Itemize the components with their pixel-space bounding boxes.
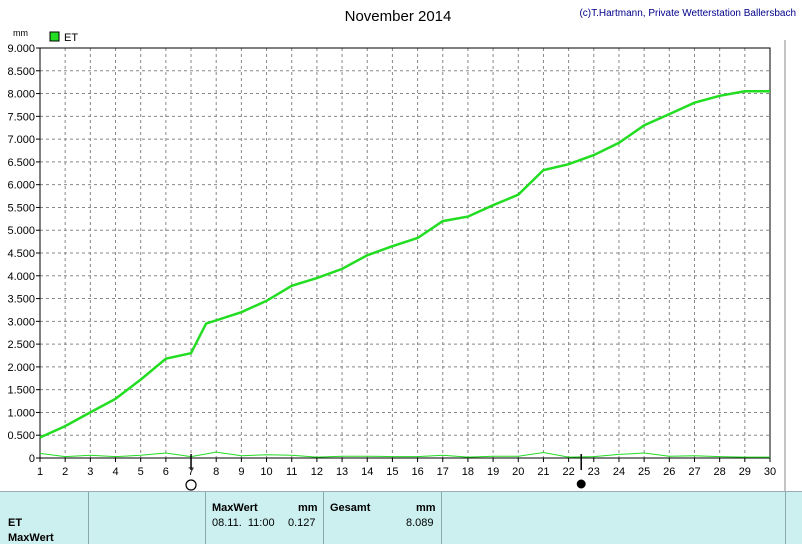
y-tick-label: 4.500 — [7, 248, 35, 260]
y-tick-label: 0 — [29, 453, 35, 465]
y-tick-label: 3.500 — [7, 294, 35, 306]
x-tick-label: 7 — [188, 466, 194, 478]
maxwert-unit: mm — [298, 502, 318, 514]
legend-label-et: ET — [64, 32, 78, 44]
y-tick-label: 5.500 — [7, 202, 35, 214]
x-tick-label: 27 — [688, 466, 700, 478]
x-tick-label: 29 — [739, 466, 751, 478]
gesamt-value: 8.089 — [406, 517, 434, 529]
y-tick-label: 9.000 — [7, 43, 35, 55]
series-layer — [39, 90, 770, 458]
row-label-et: ET — [8, 517, 23, 529]
y-tick-label: 8.500 — [7, 66, 35, 78]
x-tick-label: 11 — [286, 466, 297, 478]
x-tick-label: 19 — [487, 466, 499, 478]
x-tick-label: 14 — [361, 466, 373, 478]
y-tick-label: 2.000 — [7, 362, 35, 374]
maxwert-cell: MaxWert mm 08.11. 11:00 0.127 — [206, 492, 324, 544]
maxwert-header: MaxWert — [212, 502, 258, 514]
y-tick-label: 1.500 — [7, 385, 35, 397]
x-tick-label: 15 — [386, 466, 398, 478]
row-label-maxwert: MaxWert — [8, 532, 54, 544]
x-tick-label: 4 — [112, 466, 118, 478]
gesamt-header: Gesamt — [330, 502, 371, 514]
x-tick-label: 30 — [764, 466, 776, 478]
x-tick-label: 2 — [62, 466, 68, 478]
y-tick-label: 6.500 — [7, 157, 35, 169]
y-tick-label: 6.000 — [7, 180, 35, 192]
y-axis-unit: mm — [13, 28, 28, 38]
x-tick-label: 26 — [663, 466, 675, 478]
maxwert-datetime: 08.11. 11:00 — [212, 517, 275, 529]
x-tick-label: 28 — [714, 466, 726, 478]
y-tick-label: 7.000 — [7, 134, 35, 146]
row-label-cell: ET MaxWert — [0, 492, 89, 544]
x-tick-label: 23 — [588, 466, 600, 478]
y-axis-ticks: 0 0.500 1.000 1.500 2.000 2.500 3.000 3.500 4.00… — [7, 43, 40, 465]
x-tick-label: 9 — [238, 466, 244, 478]
x-tick-label: 5 — [138, 466, 144, 478]
x-tick-label: 17 — [437, 466, 449, 478]
x-tick-label: 16 — [411, 466, 423, 478]
x-tick-label: 22 — [562, 466, 574, 478]
y-tick-label: 1.000 — [7, 407, 35, 419]
series-line-et-daily — [39, 451, 770, 458]
chart-canvas: November 2014 (c)T.Hartmann, Private Wet… — [7, 8, 796, 491]
gesamt-unit: mm — [416, 502, 436, 514]
grid-lines — [40, 48, 770, 458]
full-moon-icon — [185, 479, 197, 491]
x-tick-label: 21 — [537, 466, 549, 478]
empty-cell — [442, 492, 786, 544]
x-tick-label: 1 — [37, 466, 43, 478]
y-tick-label: 5.000 — [7, 225, 35, 237]
y-tick-label: 2.500 — [7, 339, 35, 351]
moon-markers — [185, 454, 586, 491]
x-tick-label: 12 — [311, 466, 323, 478]
legend-swatch-et — [49, 31, 60, 42]
x-tick-label: 3 — [87, 466, 93, 478]
y-tick-label: 3.000 — [7, 316, 35, 328]
x-tick-label: 25 — [638, 466, 650, 478]
x-tick-label: 10 — [260, 466, 272, 478]
x-tick-label: 18 — [462, 466, 474, 478]
y-tick-label: 7.500 — [7, 111, 35, 123]
gesamt-cell: Gesamt mm 8.089 — [324, 492, 442, 544]
x-axis-ticks: 1 2 3 4 5 6 7 8 9 10 11 12 13 14 15 16 17 18 19 20 21 22 23 24 2… — [37, 458, 776, 478]
chart-title: November 2014 — [345, 8, 452, 25]
spacer-cell — [89, 492, 206, 544]
credit-text: (c)T.Hartmann, Private Wetterstation Bal… — [579, 8, 796, 19]
series-line-et-cumulative — [39, 90, 770, 439]
summary-panel: ET MaxWert MaxWert mm 08.11. 11:00 0.127… — [0, 491, 802, 544]
y-tick-label: 4.000 — [7, 271, 35, 283]
x-tick-label: 24 — [613, 466, 625, 478]
x-tick-label: 13 — [336, 466, 348, 478]
y-tick-label: 8.000 — [7, 89, 35, 101]
x-tick-label: 6 — [163, 466, 169, 478]
new-moon-icon — [576, 479, 586, 489]
maxwert-value: 0.127 — [288, 517, 316, 529]
x-tick-label: 20 — [512, 466, 524, 478]
y-tick-label: 0.500 — [7, 430, 35, 442]
x-tick-label: 8 — [213, 466, 219, 478]
